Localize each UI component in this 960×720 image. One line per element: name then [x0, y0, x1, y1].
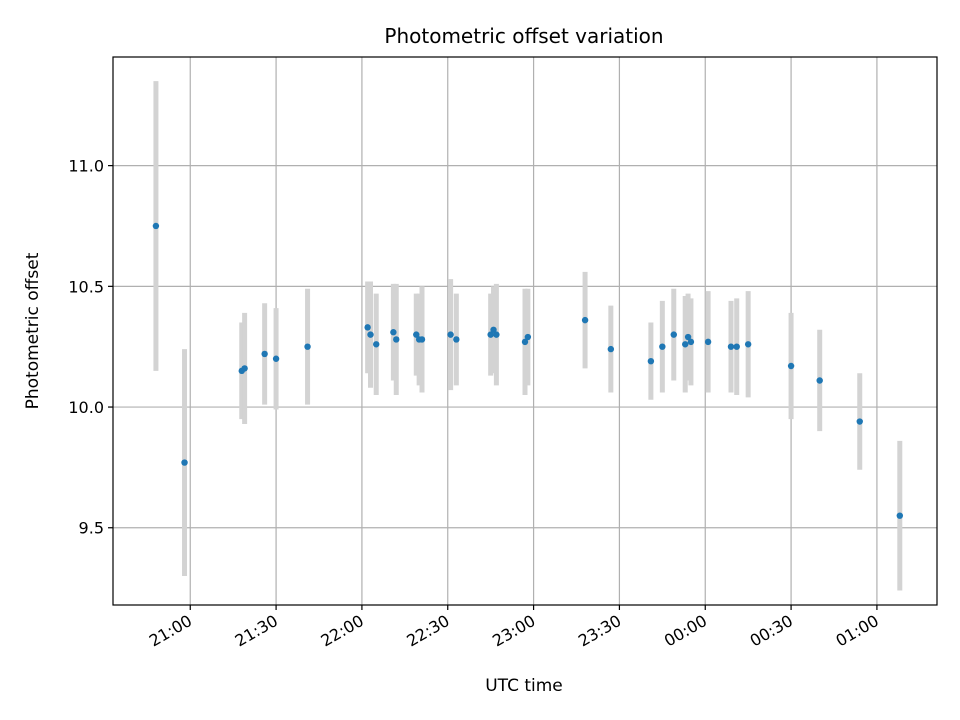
data-point: [856, 418, 863, 425]
y-axis-label: Photometric offset: [23, 252, 43, 409]
x-tick-label: 01:00: [832, 611, 881, 651]
data-point: [733, 343, 740, 350]
data-point: [272, 355, 280, 362]
data-point: [704, 338, 712, 346]
data-point: [744, 341, 752, 348]
y-tick-label: 9.5: [79, 519, 104, 538]
chart-title: Photometric offset variation: [384, 24, 663, 48]
data-point: [390, 329, 397, 336]
data-point: [367, 331, 374, 338]
data-point: [816, 377, 823, 384]
data-point: [304, 343, 311, 350]
x-tick-label: 00:00: [661, 611, 710, 651]
data-point: [152, 222, 160, 230]
data-point: [659, 343, 666, 350]
data-point: [453, 336, 460, 343]
x-tick-label: 21:00: [146, 611, 195, 651]
data-point: [682, 341, 689, 348]
data-point: [896, 512, 904, 519]
y-tick-label: 10.5: [68, 277, 104, 296]
data-point: [364, 324, 371, 331]
x-tick-label: 23:00: [489, 611, 538, 651]
data-point: [521, 338, 529, 346]
data-point: [524, 333, 532, 341]
y-tick-label: 11.0: [68, 157, 104, 176]
data-point: [418, 336, 426, 343]
data-point: [487, 331, 494, 338]
y-tick-label: 10.0: [68, 398, 104, 417]
x-tick-label: 22:30: [403, 611, 452, 651]
data-point: [607, 345, 615, 353]
x-tick-label: 21:30: [232, 611, 281, 651]
data-points: [152, 222, 904, 519]
data-point: [787, 362, 795, 370]
data-point: [581, 316, 589, 324]
data-point: [241, 365, 248, 372]
x-tick-label: 23:30: [575, 611, 624, 651]
data-point: [413, 331, 420, 338]
data-point: [373, 341, 380, 348]
data-point: [684, 333, 692, 341]
x-axis-ticks: 21:00 21:30 22:00 22:30 23:00 23:30 00:00 00:30…: [146, 605, 882, 651]
data-point: [493, 331, 500, 338]
x-tick-label: 22:00: [317, 611, 366, 651]
data-point: [393, 336, 400, 343]
x-tick-label: 00:30: [747, 611, 796, 651]
y-axis-ticks: 9.5 10.0 10.5 11.0: [68, 157, 113, 538]
plot-frame: [112, 56, 938, 606]
grid: [113, 57, 937, 605]
data-point: [490, 326, 497, 333]
data-point: [447, 331, 454, 338]
data-point: [727, 343, 735, 350]
data-point: [181, 459, 188, 466]
data-point: [687, 338, 695, 346]
data-point: [261, 350, 268, 358]
data-point: [647, 357, 655, 365]
data-point: [670, 331, 677, 338]
x-axis-label: UTC time: [485, 676, 563, 696]
